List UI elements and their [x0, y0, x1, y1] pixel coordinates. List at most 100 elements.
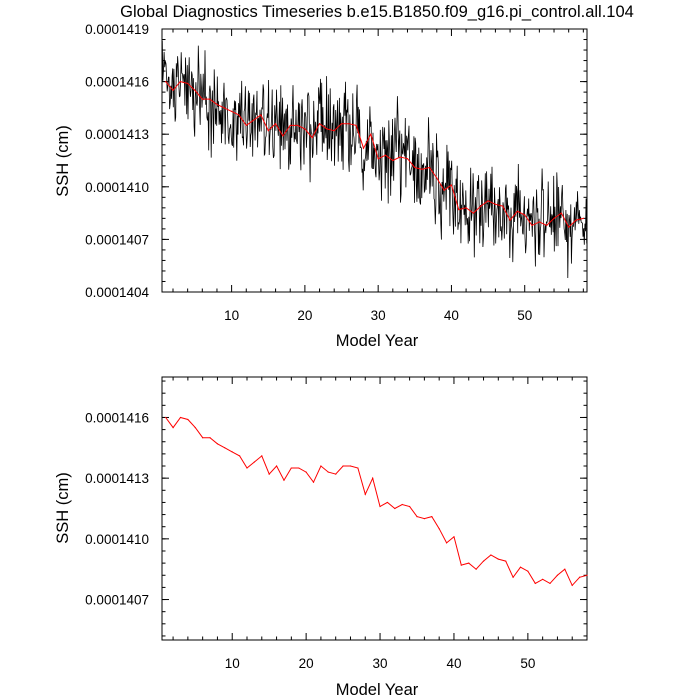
bottom-annual-point: [564, 568, 566, 570]
top-annual-point: [560, 212, 562, 214]
top-annual-point: [165, 81, 167, 83]
top-annual-point: [450, 184, 453, 186]
top-annual-point: [209, 98, 211, 100]
bottom-annual-point: [431, 515, 433, 518]
top-y-tick-label: 0.0001416: [85, 75, 149, 90]
top-annual-point: [289, 124, 291, 127]
top-annual-point: [304, 128, 306, 130]
bottom-annual-point: [165, 416, 167, 419]
bottom-annual-point: [460, 564, 462, 566]
bottom-annual-point: [438, 528, 440, 530]
bottom-annual-point: [290, 467, 292, 469]
bottom-annual-point: [298, 467, 300, 469]
top-annual-point: [362, 147, 365, 149]
top-annual-point: [568, 226, 570, 228]
top-annual-point: [296, 124, 299, 127]
bottom-annual-point: [239, 455, 241, 457]
top-annual-point: [487, 200, 489, 202]
top-annual-point: [428, 166, 431, 169]
top-y-axis-title: SSH (cm): [54, 125, 72, 197]
bottom-annual-point: [416, 515, 418, 518]
bottom-y-axis: 0.0001407 0.0001410 0.0001413 0.0001416: [85, 380, 587, 637]
top-annual-point: [406, 158, 409, 160]
bottom-annual-point: [216, 443, 219, 445]
bottom-x-axis: 10 20 30 40 50: [172, 377, 588, 671]
top-annual-point: [582, 217, 584, 219]
bottom-annual-point: [246, 467, 248, 469]
top-annual-point: [311, 137, 313, 139]
top-annual-point: [538, 221, 540, 223]
top-annual-point: [274, 123, 277, 125]
top-annual-point: [267, 130, 269, 132]
top-y-tick-label: 0.0001404: [85, 285, 149, 300]
bottom-annual-point: [335, 473, 337, 475]
top-x-tick-label: 10: [224, 308, 239, 323]
top-annual-point: [194, 89, 196, 91]
top-annual-point: [399, 156, 401, 158]
bottom-annual-series-line: [165, 416, 588, 587]
top-annual-point: [201, 98, 203, 100]
top-annual-point: [252, 119, 255, 121]
bottom-annual-point: [512, 576, 514, 578]
top-annual-point: [443, 189, 445, 191]
top-annual-point: [348, 123, 350, 125]
top-x-tick-label: 30: [371, 308, 386, 323]
top-x-axis-title: Model Year: [336, 332, 419, 350]
top-annual-point: [524, 214, 526, 216]
bottom-annual-point: [505, 560, 507, 562]
top-annual-point: [172, 89, 174, 91]
bottom-annual-point: [549, 582, 551, 584]
bottom-annual-point: [445, 542, 448, 544]
bottom-annual-point: [571, 584, 573, 586]
top-y-axis: 0.0001404 0.0001407 0.0001410 0.0001413 0.00…: [85, 22, 587, 300]
bottom-annual-point: [519, 566, 522, 568]
bottom-annual-point: [179, 416, 182, 419]
bottom-annual-point: [342, 465, 344, 467]
top-panel: 0.0001404 0.0001407 0.0001410 0.0001413 0.00…: [54, 22, 588, 350]
top-x-tick-label: 40: [444, 308, 459, 323]
bottom-annual-point: [349, 465, 352, 467]
top-annual-point: [553, 217, 555, 219]
top-plot-frame: [161, 28, 588, 293]
top-annual-series-line: [165, 81, 584, 228]
top-annual-point: [465, 207, 467, 209]
bottom-annual-point: [364, 493, 366, 495]
top-annual-point: [333, 130, 335, 132]
bottom-annual-point: [202, 437, 204, 439]
top-annual-point: [238, 114, 240, 116]
bottom-annual-point: [556, 574, 559, 576]
bottom-annual-point: [542, 578, 544, 580]
bottom-x-tick-label: 30: [373, 656, 388, 671]
top-y-tick-label: 0.0001413: [85, 127, 149, 142]
bottom-annual-point: [372, 477, 374, 479]
bottom-annual-point: [579, 576, 581, 578]
top-annual-point: [377, 158, 379, 160]
bottom-annual-point: [357, 467, 359, 469]
top-annual-point: [516, 210, 518, 212]
bottom-annual-point: [320, 465, 322, 467]
top-annual-point: [216, 103, 218, 105]
bottom-annual-point: [187, 418, 189, 421]
top-x-tick-label: 20: [297, 308, 312, 323]
top-annual-point: [494, 203, 497, 205]
top-annual-point: [502, 205, 504, 207]
bottom-annual-point: [379, 505, 381, 508]
bottom-x-tick-label: 40: [446, 656, 461, 671]
bottom-annual-point: [261, 455, 263, 457]
bottom-annual-point: [497, 558, 499, 560]
top-annual-point: [187, 82, 189, 84]
top-annual-point: [384, 154, 387, 156]
bottom-annual-point: [209, 437, 211, 439]
bottom-annual-point: [275, 465, 278, 467]
top-annual-point: [370, 133, 372, 135]
bottom-annual-point: [401, 503, 403, 506]
top-annual-point: [282, 135, 284, 137]
top-x-axis: 10 20 30 40 50: [172, 29, 584, 323]
top-annual-point: [575, 219, 577, 221]
top-annual-point: [318, 123, 321, 125]
top-annual-point: [421, 168, 423, 170]
bottom-x-tick-label: 20: [299, 656, 314, 671]
top-annual-point: [231, 110, 233, 113]
bottom-annual-point: [305, 471, 307, 473]
bottom-annual-point: [423, 518, 425, 520]
